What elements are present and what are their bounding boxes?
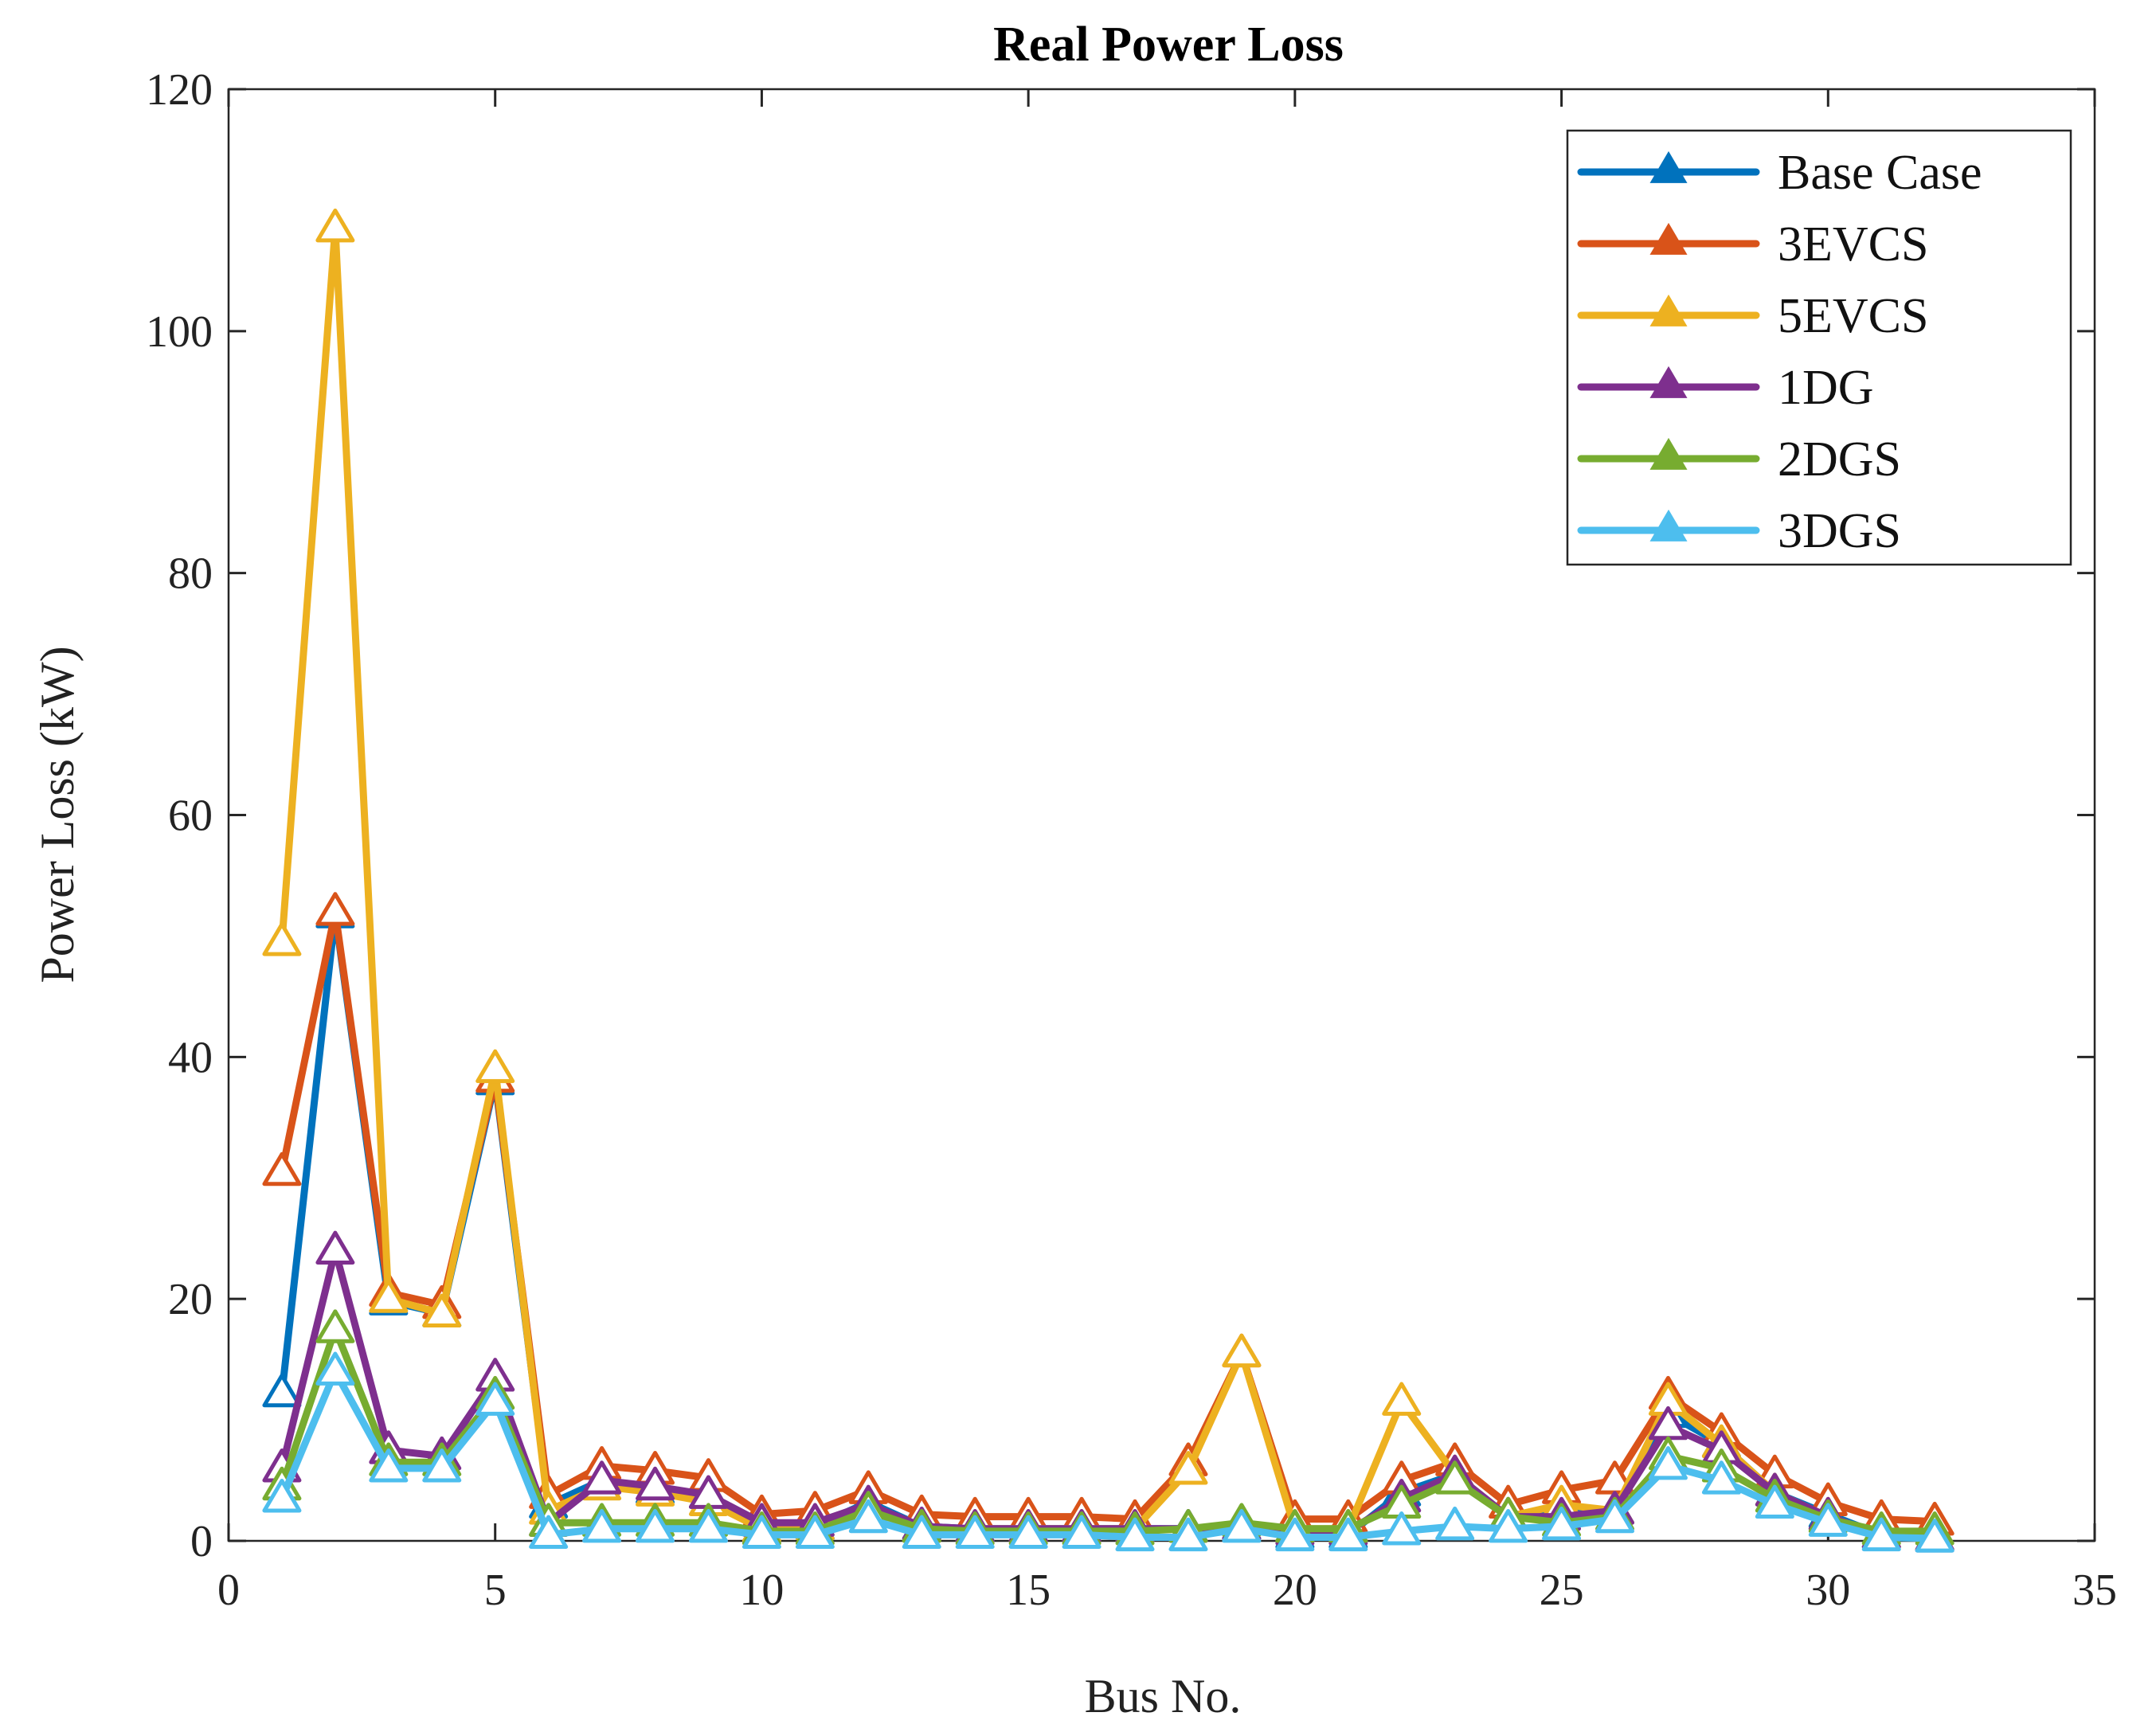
legend-item: 3EVCS [1577, 217, 1928, 272]
legend-label: 3DGS [1778, 504, 1901, 558]
x-tick-label: 30 [1806, 1566, 1850, 1615]
series-line [278, 908, 1939, 1526]
data-point-marker [1168, 1517, 1208, 1552]
legend-item: 5EVCS [1577, 289, 1928, 343]
x-tick-label: 5 [484, 1566, 507, 1615]
y-tick-label: 40 [168, 1033, 213, 1082]
y-tick-label: 80 [168, 549, 213, 599]
data-point-marker [529, 1515, 569, 1550]
data-point-marker [315, 208, 355, 243]
legend-marker [1649, 294, 1688, 326]
data-point-marker [1435, 1460, 1475, 1495]
data-point-marker [1595, 1499, 1635, 1534]
data-point-marker [1275, 1517, 1315, 1552]
data-point-marker [315, 892, 355, 926]
data-point-marker [369, 1279, 409, 1313]
data-point-marker [1328, 1517, 1368, 1552]
legend-item: 2DGS [1577, 432, 1901, 487]
series-5evcs [262, 208, 1954, 1552]
data-point-marker [1168, 1451, 1208, 1485]
x-tick-label: 0 [217, 1566, 240, 1615]
data-point-marker [475, 1382, 515, 1416]
data-point-marker [422, 1293, 462, 1328]
data-point-marker [741, 1515, 781, 1550]
series-line [278, 910, 1939, 1542]
data-point-marker [582, 1460, 622, 1495]
data-point-marker [1222, 1333, 1262, 1368]
x-tick-label: 25 [1540, 1566, 1584, 1615]
data-point-marker [1489, 1508, 1528, 1543]
y-axis-label: Power Loss (kW) [31, 646, 84, 983]
data-point-marker [262, 922, 302, 956]
data-point-marker [636, 1508, 675, 1543]
data-point-marker [315, 1309, 355, 1343]
legend-item: 3DGS [1577, 504, 1901, 558]
x-tick-label: 15 [1006, 1566, 1051, 1615]
legend-marker [1649, 151, 1688, 183]
y-tick-label: 100 [146, 307, 213, 357]
data-point-marker [315, 1230, 355, 1265]
data-point-marker [262, 1479, 302, 1513]
y-tick-label: 60 [168, 792, 213, 841]
legend-label: 2DGS [1778, 432, 1901, 487]
data-point-marker [795, 1515, 835, 1550]
legend-marker [1649, 222, 1688, 255]
data-point-marker [636, 1466, 675, 1501]
legend-marker [1649, 437, 1688, 470]
legend: Base Case 3EVCS 5EVCS 1DG 2DGS 3DGS [1566, 129, 2072, 566]
data-point-marker [902, 1515, 941, 1550]
legend-item: 1DG [1577, 361, 1874, 415]
data-point-marker [1435, 1506, 1475, 1541]
y-tick-label: 0 [190, 1517, 213, 1566]
data-point-marker [1755, 1484, 1794, 1519]
legend-marker [1649, 509, 1688, 541]
data-point-marker [369, 1448, 409, 1483]
data-point-marker [262, 1151, 302, 1187]
data-point-marker [475, 1049, 515, 1084]
data-point-marker [262, 1373, 302, 1408]
data-point-marker [582, 1508, 622, 1543]
data-point-marker [1861, 1517, 1901, 1552]
legend-box [1566, 129, 2072, 566]
chart-title: Real Power Loss [993, 18, 1344, 72]
x-axis-label: Bus No. [1085, 1670, 1242, 1722]
data-point-marker [1062, 1515, 1101, 1550]
data-point-marker [1382, 1511, 1422, 1546]
y-axis-ticks: 0 20 40 60 80 100 120 [146, 65, 2095, 1566]
data-point-marker [848, 1499, 888, 1534]
data-point-marker [1222, 1508, 1262, 1543]
x-tick-label: 20 [1273, 1566, 1317, 1615]
legend-item: Base Case [1577, 146, 1982, 200]
data-point-marker [1115, 1517, 1155, 1552]
data-point-marker [1648, 1445, 1688, 1480]
data-point-marker [1808, 1503, 1848, 1537]
series-3dgs [262, 1351, 1954, 1553]
y-tick-label: 20 [168, 1275, 213, 1324]
data-point-marker [1008, 1515, 1048, 1550]
legend-label: 1DG [1778, 361, 1874, 415]
legend-label: Base Case [1778, 146, 1982, 200]
data-point-marker [1915, 1519, 1954, 1553]
legend-label: 5EVCS [1778, 289, 1928, 343]
x-axis-ticks: 0 5 10 15 20 25 30 35 [217, 89, 2117, 1615]
data-point-marker [315, 1351, 355, 1386]
data-point-marker [1542, 1506, 1582, 1541]
series-line [278, 225, 1939, 1541]
series-layer [262, 208, 1954, 1553]
x-tick-label: 10 [739, 1566, 784, 1615]
legend-marker [1649, 366, 1688, 398]
x-tick-label: 35 [2072, 1566, 2117, 1615]
legend-label: 3EVCS [1778, 217, 1928, 272]
data-point-marker [422, 1448, 462, 1483]
y-tick-label: 120 [146, 65, 213, 115]
series-line [278, 1367, 1939, 1542]
data-point-marker [1382, 1382, 1422, 1416]
data-point-marker [688, 1508, 728, 1543]
data-point-marker [1701, 1460, 1741, 1495]
data-point-marker [955, 1515, 995, 1550]
